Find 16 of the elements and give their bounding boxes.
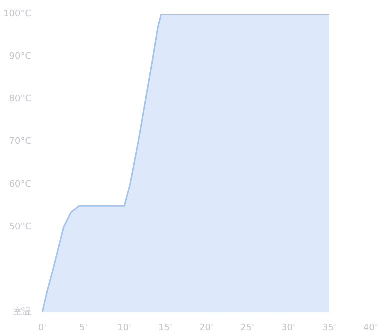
x-tick-label: 30': [282, 324, 296, 334]
y-tick-label: 100°C: [4, 10, 32, 20]
y-tick-label: 50°C: [9, 222, 32, 232]
y-tick-label: 室温: [14, 306, 32, 318]
y-tick-label: 60°C: [9, 180, 32, 190]
x-tick-label: 0': [38, 324, 47, 334]
y-tick-label: 80°C: [9, 94, 32, 105]
x-tick-label: 35': [322, 324, 336, 334]
x-tick-label: 40': [364, 324, 378, 334]
y-tick-label: 70°C: [9, 137, 32, 148]
x-tick-label: 15': [158, 324, 172, 334]
x-tick-label: 25': [240, 324, 254, 334]
x-tick-label: 20': [200, 324, 214, 334]
x-tick-label: 10': [118, 324, 132, 334]
y-tick-label: 90°C: [9, 52, 32, 62]
x-tick-label: 5': [79, 324, 88, 334]
